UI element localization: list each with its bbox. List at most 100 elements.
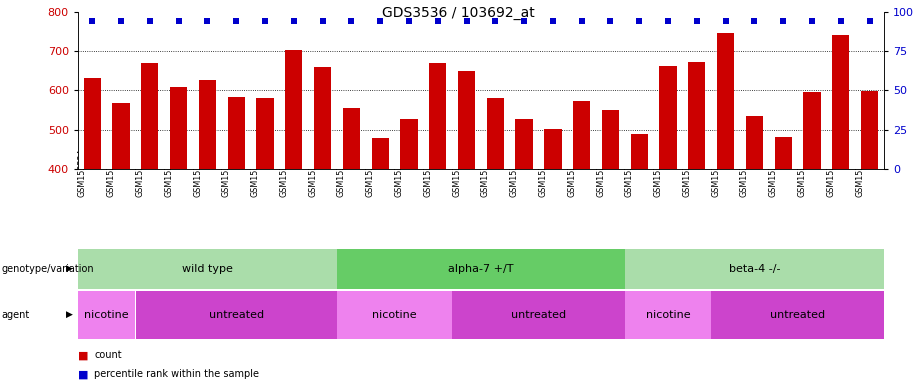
Text: GSM153535: GSM153535 xyxy=(106,149,115,197)
Text: GSM153532: GSM153532 xyxy=(279,149,289,197)
Text: GSM153539: GSM153539 xyxy=(539,149,548,197)
Text: GSM153527: GSM153527 xyxy=(222,149,231,197)
Bar xyxy=(573,101,590,169)
Text: GSM153575: GSM153575 xyxy=(711,149,720,197)
Bar xyxy=(630,134,648,169)
Text: GSM153565: GSM153565 xyxy=(423,149,432,197)
Point xyxy=(517,18,531,25)
Bar xyxy=(227,97,245,169)
Bar xyxy=(337,248,625,289)
Point xyxy=(401,18,416,25)
Bar xyxy=(660,66,677,169)
Text: GSM153564: GSM153564 xyxy=(395,149,404,197)
Point xyxy=(373,18,387,25)
Bar xyxy=(861,91,878,169)
Text: GSM153566: GSM153566 xyxy=(453,149,461,197)
Text: beta-4 -/-: beta-4 -/- xyxy=(728,264,780,274)
Text: GSM153569: GSM153569 xyxy=(798,149,807,197)
Bar xyxy=(458,71,475,169)
Text: GSM153512: GSM153512 xyxy=(164,149,173,197)
Text: alpha-7 +/T: alpha-7 +/T xyxy=(448,264,514,274)
Text: nicotine: nicotine xyxy=(372,310,417,320)
Point xyxy=(804,18,819,25)
Point xyxy=(315,18,330,25)
Text: ■: ■ xyxy=(78,350,88,360)
Text: untreated: untreated xyxy=(511,310,566,320)
Text: nicotine: nicotine xyxy=(84,310,129,320)
Text: GSM153528: GSM153528 xyxy=(251,149,259,197)
Text: GSM153561: GSM153561 xyxy=(596,149,605,197)
Bar xyxy=(516,119,533,169)
Point xyxy=(257,18,272,25)
Text: GSM153526: GSM153526 xyxy=(193,149,202,197)
Bar xyxy=(625,291,711,339)
Bar xyxy=(199,80,216,169)
Text: nicotine: nicotine xyxy=(646,310,691,320)
Point xyxy=(747,18,762,25)
Text: untreated: untreated xyxy=(770,310,825,320)
Text: GSM153533: GSM153533 xyxy=(308,149,317,197)
Point xyxy=(603,18,617,25)
Point xyxy=(632,18,647,25)
Text: ▶: ▶ xyxy=(66,310,73,319)
Point xyxy=(776,18,791,25)
Text: GSM153560: GSM153560 xyxy=(567,149,576,197)
Bar xyxy=(136,291,337,339)
Point xyxy=(488,18,503,25)
Bar xyxy=(688,62,705,169)
Point xyxy=(287,18,301,25)
Bar xyxy=(343,108,360,169)
Point xyxy=(690,18,704,25)
Bar xyxy=(285,50,302,169)
Bar xyxy=(453,291,625,339)
Point xyxy=(574,18,589,25)
Point xyxy=(85,18,100,25)
Point xyxy=(143,18,158,25)
Bar xyxy=(625,248,884,289)
Text: GSM153562: GSM153562 xyxy=(337,149,346,197)
Text: GSM153570: GSM153570 xyxy=(826,149,835,197)
Bar xyxy=(544,129,562,169)
Bar xyxy=(775,137,791,169)
Bar xyxy=(78,291,136,339)
Point xyxy=(344,18,359,25)
Text: GSM153574: GSM153574 xyxy=(682,149,692,197)
Bar xyxy=(400,119,418,169)
Bar xyxy=(602,110,619,169)
Point xyxy=(431,18,445,25)
Text: GSM153573: GSM153573 xyxy=(654,149,662,197)
Point xyxy=(229,18,244,25)
Point xyxy=(546,18,561,25)
Point xyxy=(200,18,214,25)
Bar xyxy=(486,98,504,169)
Text: GSM153534: GSM153534 xyxy=(78,149,87,197)
Text: GSM153571: GSM153571 xyxy=(856,149,864,197)
Bar xyxy=(78,248,337,289)
Bar xyxy=(83,78,101,169)
Text: GSM153568: GSM153568 xyxy=(769,149,778,197)
Text: wild type: wild type xyxy=(182,264,233,274)
Bar xyxy=(337,291,452,339)
Bar xyxy=(712,291,884,339)
Text: percentile rank within the sample: percentile rank within the sample xyxy=(94,369,259,379)
Text: ■: ■ xyxy=(78,369,88,379)
Text: genotype/variation: genotype/variation xyxy=(2,264,94,274)
Point xyxy=(718,18,733,25)
Text: GSM153538: GSM153538 xyxy=(509,149,518,197)
Text: GSM153567: GSM153567 xyxy=(740,149,749,197)
Point xyxy=(862,18,877,25)
Bar xyxy=(314,67,332,169)
Text: untreated: untreated xyxy=(209,310,264,320)
Bar xyxy=(372,138,388,169)
Text: GSM153563: GSM153563 xyxy=(365,149,375,197)
Bar xyxy=(170,88,187,169)
Point xyxy=(459,18,474,25)
Point xyxy=(660,18,675,25)
Text: GSM153537: GSM153537 xyxy=(481,149,490,197)
Bar xyxy=(429,63,446,169)
Text: agent: agent xyxy=(2,310,30,320)
Text: count: count xyxy=(94,350,122,360)
Point xyxy=(114,18,128,25)
Text: GSM153572: GSM153572 xyxy=(625,149,634,197)
Bar xyxy=(141,63,158,169)
